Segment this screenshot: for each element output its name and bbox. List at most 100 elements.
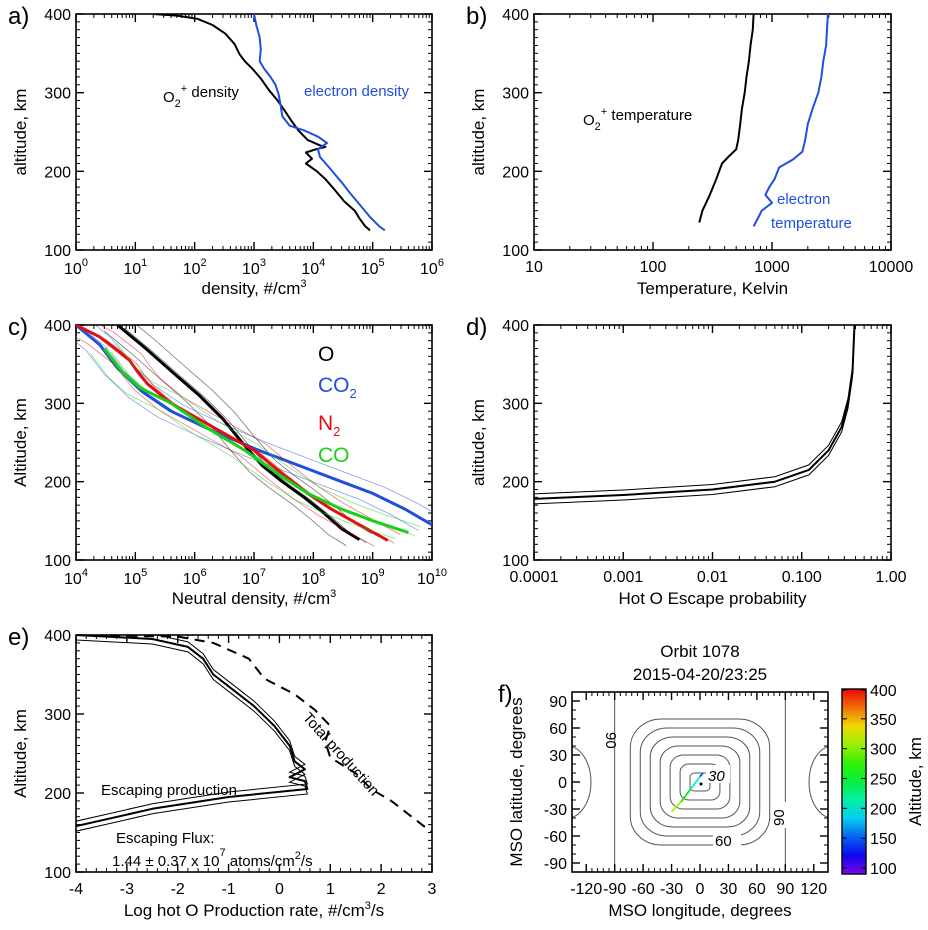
colorbar-label: Altitude, km (906, 737, 925, 826)
y-tick-label: 100 (44, 865, 71, 882)
series-spread-o (136, 325, 372, 534)
contour-label: 90 (602, 732, 619, 749)
y-tick-label: 30 (549, 748, 567, 765)
y-tick-label: -60 (544, 829, 567, 846)
series-spread-o (123, 327, 367, 543)
colorbar-tick-label: 100 (870, 861, 897, 878)
series-line-total (76, 635, 432, 834)
colorbar-tick-label: 300 (870, 742, 897, 759)
contour-label: 30 (708, 768, 725, 785)
x-tick-label: 104 (301, 257, 325, 278)
y-tick-label: -90 (544, 856, 567, 873)
x-tick-label: -3 (120, 881, 134, 898)
series-spread-n2 (76, 337, 375, 547)
x-tick-label: 107 (242, 567, 266, 588)
contour-line (649, 736, 751, 828)
colorbar-tick-label: 250 (870, 772, 897, 789)
colorbar-tick-label: 150 (870, 831, 897, 848)
series-spread-co (110, 351, 416, 536)
contour-label-bg (706, 765, 730, 783)
contour-label-bg (782, 802, 800, 828)
x-axis-label: Temperature, Kelvin (637, 279, 788, 298)
panel-f: 30 60 90 90 -120 -90 -60 -30 0 30 60 90 120 -90 -60 -30… (498, 642, 925, 920)
series-group (76, 635, 432, 834)
x-tick-label: 90 (776, 881, 794, 898)
x-tick-label: 0.001 (603, 569, 643, 586)
plot-frame (75, 13, 433, 251)
x-tick-label: 0.0001 (510, 569, 559, 586)
panel-a: 100 101 102 103 104 105 106 100 200 300 400 density… (8, 3, 444, 298)
x-tick-label: 106 (420, 257, 444, 278)
series-line-co2 (76, 325, 432, 527)
y-tick-label: 400 (44, 628, 71, 645)
x-tick-label: 103 (242, 257, 266, 278)
y-tick-label: 60 (549, 721, 567, 738)
x-tick-label: -30 (660, 881, 683, 898)
series-line-0 (153, 14, 371, 232)
x-tick-label: 0.01 (697, 569, 728, 586)
annotation-o2-density: O2+ density (163, 83, 239, 110)
x-tick-label: 3 (428, 881, 437, 898)
series-group (698, 14, 829, 227)
series-line-escaping (76, 635, 309, 828)
legend-entry: N2 (318, 412, 340, 439)
y-tick-label: 300 (502, 86, 529, 103)
series-group (76, 325, 432, 547)
x-tick-label: 0 (275, 881, 284, 898)
panel-label: a) (8, 3, 29, 30)
x-tick-label: -4 (69, 881, 83, 898)
y-tick-label: 300 (44, 86, 71, 103)
subsolar-point (699, 782, 703, 786)
series-group (153, 14, 386, 232)
colorbar-tick-label: 400 (870, 683, 897, 700)
y-axis-label: Altitude, km (11, 398, 30, 487)
y-tick-label: 400 (44, 7, 71, 24)
y-tick-label: 300 (502, 396, 529, 413)
x-tick-label: -1 (221, 881, 235, 898)
x-tick-label: 102 (183, 257, 207, 278)
series-line-1 (752, 14, 829, 227)
x-axis-label: MSO longitude, degrees (608, 901, 791, 920)
series-envelope (76, 639, 309, 832)
y-tick-label: 100 (502, 553, 529, 570)
y-tick-label: 200 (502, 475, 529, 492)
orbit-track-segment (670, 801, 682, 813)
series-group (534, 325, 856, 505)
series-spread-o (104, 330, 347, 546)
y-tick-label: 100 (44, 243, 71, 260)
y-axis-label: altitude, km (11, 89, 30, 176)
x-tick-label: 105 (361, 257, 385, 278)
contour-label: 90 (771, 809, 788, 826)
panel-label: e) (8, 624, 29, 651)
y-tick-label: 400 (502, 318, 529, 335)
x-tick-label: 10 (525, 259, 543, 276)
y-tick-label: 200 (502, 164, 529, 181)
panel-label: f) (498, 681, 513, 708)
contour-line (572, 746, 592, 818)
series-line-0 (698, 14, 755, 223)
x-axis-label: Hot O Escape probability (618, 589, 807, 608)
plot-frame (533, 324, 892, 561)
x-tick-label: 0.100 (782, 569, 822, 586)
legend-entry: O (318, 343, 334, 366)
orbit-track-segment (699, 772, 704, 778)
x-tick-label: 10000 (869, 259, 914, 276)
y-tick-label: 300 (44, 396, 71, 413)
contour-label-bg (713, 830, 741, 848)
series-line-1 (253, 14, 386, 232)
colorbar (841, 688, 867, 875)
series-spread-n2 (99, 325, 401, 535)
chart-subtitle: 2015-04-20/23:25 (633, 665, 767, 684)
panel-label: c) (8, 314, 28, 341)
panel-e: -4 -3 -2 -1 0 1 2 3 100 200 300 400 Log hot O Produc… (8, 624, 437, 920)
x-tick-label: 1.00 (875, 569, 906, 586)
series-spread-co2 (76, 341, 420, 532)
series-envelope (534, 329, 855, 505)
series-spread-co (90, 354, 396, 539)
series-spread-co2 (94, 325, 432, 513)
x-axis-label: Log hot O Production rate, #/cm3/s (124, 900, 384, 920)
y-axis-label: altitude, km (469, 399, 488, 486)
x-tick-label: 108 (301, 567, 325, 588)
